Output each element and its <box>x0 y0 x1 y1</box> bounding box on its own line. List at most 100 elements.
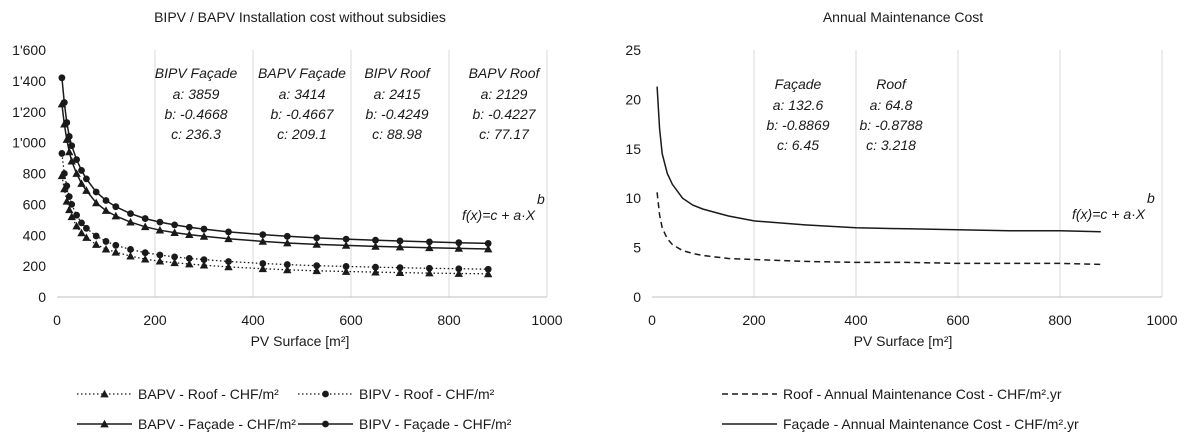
right-y-tick-labels: 0 5 10 15 20 25 <box>625 42 641 305</box>
annotation-header: BAPV Façade <box>258 65 346 81</box>
left-chart: BIPV / BAPV Installation cost without su… <box>12 9 563 432</box>
data-point <box>185 223 193 231</box>
data-point <box>312 266 321 275</box>
data-point <box>258 264 267 273</box>
annotation-b: b: -0.4667 <box>270 106 334 122</box>
data-point <box>425 243 434 252</box>
data-point <box>283 261 291 268</box>
series-line <box>656 192 1101 266</box>
data-point <box>92 188 100 196</box>
legend-label: BIPV - Roof - CHF/m² <box>359 386 495 402</box>
data-point <box>342 235 350 243</box>
data-point <box>65 193 73 201</box>
data-point <box>102 238 110 245</box>
data-point <box>156 251 164 259</box>
annotation-c: c: 88.98 <box>372 126 422 142</box>
data-point <box>83 224 90 232</box>
data-point <box>60 99 68 106</box>
data-point <box>111 211 120 220</box>
series-line <box>61 77 489 245</box>
legend-label: Roof - Annual Maintenance Cost - CHF/m².… <box>783 386 1062 402</box>
data-point <box>92 198 101 207</box>
series-1 <box>656 86 1101 233</box>
y-tick-label: 0 <box>38 289 46 305</box>
right-chart-title: Annual Maintenance Cost <box>823 9 983 25</box>
data-point <box>83 175 90 183</box>
y-tick-label: 1'400 <box>12 73 46 89</box>
left-y-tick-labels: 0 200 400 600 800 1'000 1'200 1'400 1'600 <box>12 42 46 305</box>
annotation-c: c: 209.1 <box>277 126 327 142</box>
annotation-a: a: 2129 <box>481 86 528 102</box>
right-series <box>656 86 1101 266</box>
annotation-b: b: -0.8788 <box>859 117 922 133</box>
data-point <box>77 179 86 187</box>
y-tick-label: 800 <box>23 166 47 182</box>
left-gridlines <box>154 50 548 297</box>
x-tick-label: 0 <box>53 312 61 328</box>
right-chart: Annual Maintenance Cost 0 200 400 600 800 100… <box>625 9 1177 432</box>
annotation-header: Roof <box>876 76 908 92</box>
data-point <box>455 239 463 247</box>
data-point <box>68 142 76 150</box>
series-0 <box>57 171 493 278</box>
annotation-b: b: -0.4249 <box>365 106 428 122</box>
data-point <box>126 251 135 260</box>
data-point <box>102 197 110 204</box>
series-0 <box>656 192 1101 266</box>
annotation-a: a: 132.6 <box>773 97 824 113</box>
annotation-a: a: 2415 <box>374 86 421 102</box>
x-tick-label: 200 <box>143 312 167 328</box>
data-point <box>341 241 351 249</box>
data-point <box>224 234 233 243</box>
data-point <box>77 228 86 237</box>
data-point <box>395 242 405 251</box>
left-annotation-bapv-facade: BAPV Façade a: 3414 b: -0.4667 c: 209.1 <box>258 65 346 142</box>
data-point <box>78 219 85 227</box>
data-point <box>259 260 267 267</box>
formula-exponent: b <box>1147 190 1155 206</box>
data-point <box>62 135 71 143</box>
annotation-b: b: -0.8869 <box>766 117 829 133</box>
data-point <box>60 184 69 193</box>
data-point <box>484 269 493 278</box>
y-tick-label: 1'600 <box>12 42 46 58</box>
data-point <box>454 269 463 277</box>
data-point <box>73 211 80 219</box>
legend-marker <box>100 419 109 428</box>
data-point <box>78 167 85 174</box>
data-point <box>313 262 321 270</box>
data-point <box>484 240 492 247</box>
legend-marker <box>322 390 329 398</box>
data-point <box>484 244 493 253</box>
data-point <box>313 234 321 242</box>
legend-item: Roof - Annual Maintenance Cost - CHF/m².… <box>722 386 1062 402</box>
y-tick-label: 20 <box>625 91 641 107</box>
data-point <box>258 237 267 245</box>
left-formula: f(x)=c + a·X b <box>462 191 545 223</box>
data-point <box>185 255 193 262</box>
legend-item: BIPV - Roof - CHF/m² <box>298 386 495 402</box>
x-tick-label: 1000 <box>1146 312 1177 328</box>
x-tick-label: 0 <box>648 312 656 328</box>
data-point <box>185 230 194 238</box>
annotation-header: BIPV Façade <box>155 65 238 81</box>
data-point <box>312 240 321 248</box>
formula-text: f(x)=c + a·X <box>1072 206 1146 222</box>
annotation-header: BIPV Roof <box>364 65 431 81</box>
data-point <box>141 254 150 263</box>
data-point <box>82 233 91 241</box>
data-point <box>65 205 74 214</box>
left-annotation-bapv-roof: BAPV Roof a: 2129 b: -0.4227 c: 77.17 <box>469 65 542 142</box>
data-point <box>58 150 66 157</box>
data-point <box>199 260 209 269</box>
annotation-c: c: 3.218 <box>866 137 916 153</box>
data-point <box>371 267 380 276</box>
data-point <box>283 232 291 240</box>
data-point <box>72 169 81 177</box>
data-point <box>112 241 120 249</box>
annotation-c: c: 236.3 <box>171 126 221 142</box>
annotation-c: c: 6.45 <box>777 137 819 153</box>
data-point <box>342 263 350 270</box>
annotation-a: a: 3414 <box>279 86 326 102</box>
